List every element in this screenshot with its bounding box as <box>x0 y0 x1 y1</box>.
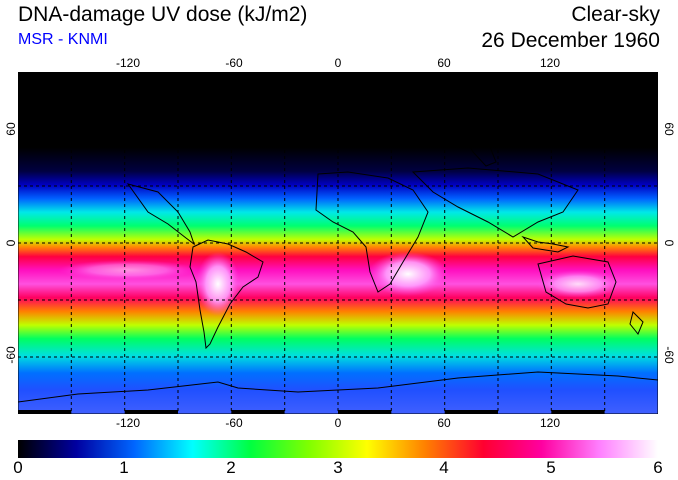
sky-condition-label: Clear-sky <box>571 3 660 26</box>
colorbar-label: 5 <box>546 458 556 477</box>
source-label: MSR - KNMI <box>18 31 108 48</box>
right-lat-tick: -60 <box>662 346 676 364</box>
coastline-south-america <box>189 239 264 350</box>
bottom-lon-tick: 120 <box>539 416 561 430</box>
colorbar-label: 1 <box>119 458 129 477</box>
coastline-indonesia <box>521 235 570 253</box>
hotspot-pacific <box>58 260 198 280</box>
left-lat-tick: 60 <box>4 122 18 136</box>
bottom-lon-tick: -120 <box>115 416 141 430</box>
right-lat-tick: 0 <box>662 239 676 247</box>
colorbar-label: 0 <box>13 458 23 477</box>
coastline-asia <box>411 167 579 238</box>
top-lon-tick: 60 <box>437 56 451 70</box>
date-label: 26 December 1960 <box>481 29 660 52</box>
hotspot-southern-africa <box>368 252 448 296</box>
coastline-australia <box>537 255 617 309</box>
left-lat-tick: -60 <box>4 346 18 364</box>
coastline-africa <box>315 171 429 293</box>
coastline-arabia <box>456 124 497 167</box>
coastline-north-america <box>126 183 195 246</box>
top-lon-tick: -120 <box>115 56 141 70</box>
bottom-lon-tick: -60 <box>225 416 243 430</box>
top-lon-tick: 0 <box>334 56 342 70</box>
top-lon-tick: -60 <box>225 56 243 70</box>
hotspot-south-america <box>196 252 240 316</box>
colorbar-label: 3 <box>333 458 343 477</box>
coastline-new-zealand <box>629 311 644 335</box>
uv-dose-map <box>18 72 658 414</box>
right-lat-tick: 60 <box>662 122 676 136</box>
colorbar-label: 2 <box>226 458 236 477</box>
color-scale-bar <box>18 440 658 458</box>
frame-ticks <box>18 72 605 414</box>
hotspot-australia <box>536 270 620 298</box>
colorbar-label: 6 <box>653 458 663 477</box>
left-lat-tick: 0 <box>4 239 18 247</box>
map-title: DNA-damage UV dose (kJ/m2) <box>18 3 308 26</box>
graticule <box>18 72 658 414</box>
bottom-lon-tick: 60 <box>437 416 451 430</box>
colorbar-label: 4 <box>439 458 449 477</box>
bottom-lon-tick: 0 <box>334 416 342 430</box>
top-lon-tick: 120 <box>539 56 561 70</box>
